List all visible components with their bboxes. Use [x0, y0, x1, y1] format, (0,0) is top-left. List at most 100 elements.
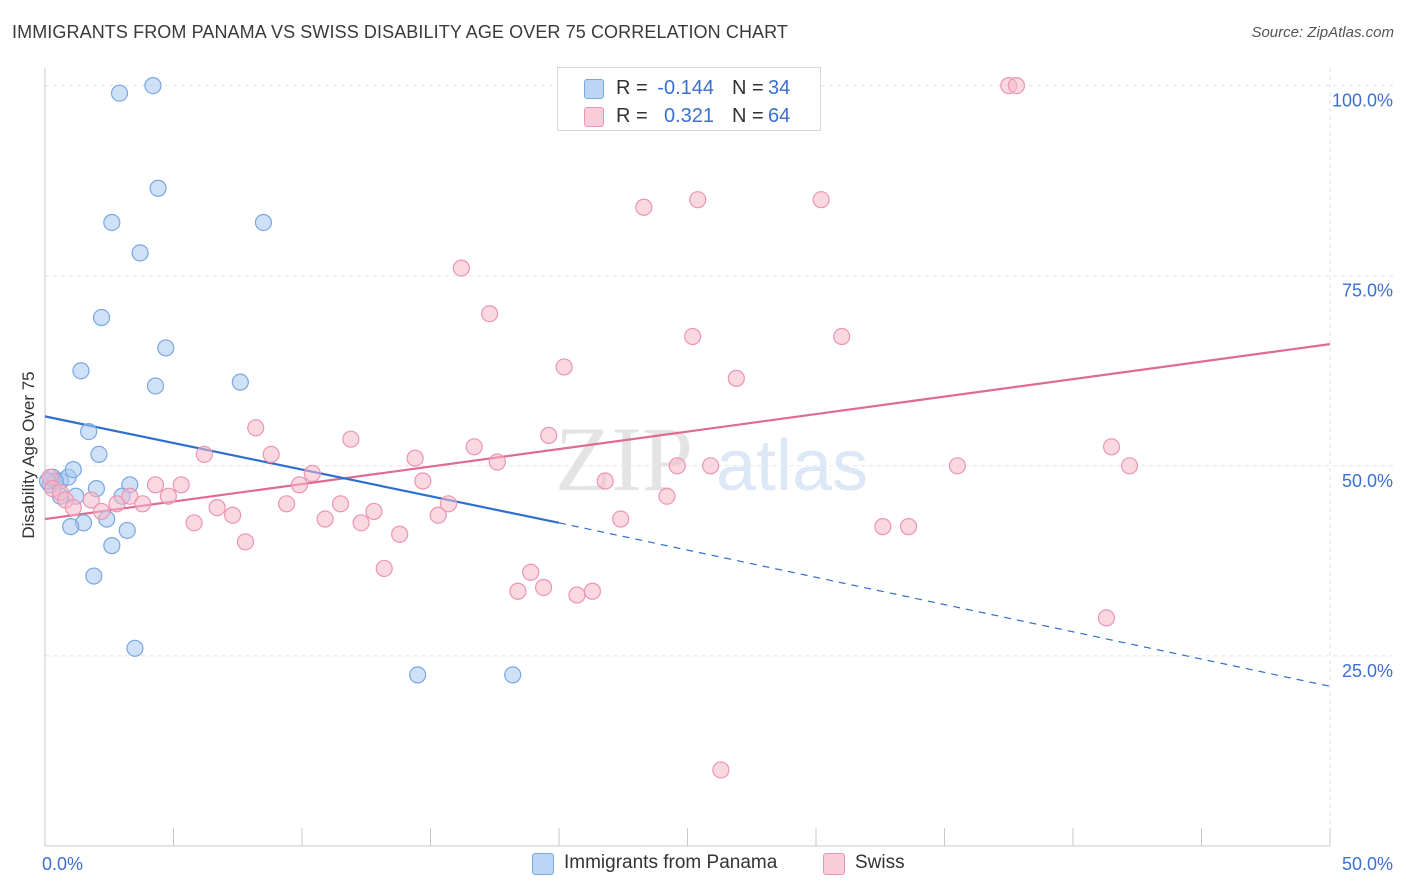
panama-point	[64, 461, 82, 479]
swiss-swatch	[584, 107, 604, 127]
panama-legend-swatch	[532, 853, 554, 875]
panama-point	[118, 521, 136, 540]
swiss-point	[224, 506, 242, 524]
swiss-point	[899, 518, 918, 536]
y-axis-label: Disability Age Over 75	[19, 371, 38, 538]
y-tick-label: 25.0%	[1342, 661, 1393, 681]
panama-trend-line	[44, 415, 560, 524]
swiss-point	[352, 514, 370, 532]
swiss-point	[82, 491, 100, 509]
swiss-point	[612, 510, 630, 528]
panama-point	[131, 244, 149, 262]
swiss-point	[185, 514, 203, 532]
swiss-point	[596, 472, 614, 490]
panama-point	[80, 422, 98, 441]
panama-point	[254, 213, 273, 232]
swiss-point	[64, 499, 82, 517]
y-tick-label: 100.0%	[1332, 91, 1393, 111]
source-label: Source: ZipAtlas.com	[1251, 24, 1394, 41]
swiss-point	[812, 191, 830, 209]
watermark-atlas: atlas	[716, 426, 868, 506]
swiss-point	[488, 453, 506, 471]
swiss-point	[342, 430, 360, 448]
panama-point	[409, 666, 427, 684]
swiss-point	[534, 578, 553, 597]
swiss-point	[208, 499, 226, 517]
panama-point	[126, 639, 144, 657]
tick-labels: 25.0% 50.0% 75.0% 100.0% 0.0% 50.0%	[42, 91, 1393, 874]
swiss-point	[1097, 609, 1116, 627]
stats-legend: R = -0.144 N = 34 R = 0.321 N = 64	[557, 67, 821, 131]
swiss-point	[712, 761, 730, 779]
panama-trend-extension	[558, 522, 1331, 687]
data-points	[38, 77, 1139, 779]
swiss-point	[465, 438, 483, 456]
swiss-point	[555, 358, 573, 376]
panama-point	[149, 179, 167, 197]
panama-point	[110, 84, 129, 102]
swiss-point	[658, 487, 676, 505]
panama-point	[144, 77, 162, 95]
panama-point	[103, 537, 121, 555]
swiss-point	[159, 487, 177, 505]
panama-swatch	[584, 79, 604, 99]
swiss-point	[727, 369, 745, 387]
y-tick-label: 75.0%	[1342, 281, 1393, 301]
swiss-point	[583, 582, 602, 600]
swiss-point	[406, 449, 424, 467]
stats-row-panama: R = -0.144 N = 34	[558, 73, 820, 101]
swiss-point	[481, 305, 499, 323]
legend-label: Swiss	[855, 852, 905, 873]
swiss-point	[1120, 457, 1139, 475]
swiss-point	[277, 495, 296, 513]
panama-point	[504, 666, 522, 684]
r-label: R =	[616, 77, 648, 99]
swiss-point	[668, 457, 686, 475]
n-value: 64	[768, 105, 791, 127]
swiss-point	[874, 518, 892, 536]
n-label: N =	[732, 77, 764, 99]
swiss-point	[509, 582, 527, 600]
swiss-point	[429, 506, 447, 524]
panama-point	[72, 362, 90, 380]
swiss-point	[833, 327, 851, 346]
swiss-point	[316, 510, 334, 528]
panama-point	[62, 518, 80, 536]
stats-row-swiss: R = 0.321 N = 64	[558, 101, 820, 129]
swiss-point	[452, 259, 470, 277]
r-value: -0.144	[657, 77, 714, 99]
swiss-point	[146, 476, 165, 494]
axes	[44, 68, 1331, 847]
swiss-point	[134, 495, 152, 513]
swiss-legend-swatch	[823, 853, 845, 875]
n-label: N =	[732, 105, 764, 127]
swiss-trend-line	[44, 343, 1331, 521]
r-label: R =	[616, 105, 648, 127]
swiss-point	[948, 457, 966, 475]
swiss-point	[375, 559, 393, 578]
swiss-point	[247, 419, 265, 437]
swiss-point	[195, 445, 213, 463]
swiss-point	[365, 502, 383, 521]
x-tick-label: 50.0%	[1342, 854, 1393, 874]
swiss-point	[568, 586, 586, 604]
swiss-point	[108, 495, 126, 513]
swiss-point	[290, 476, 309, 494]
swiss-point	[702, 457, 720, 475]
swiss-point	[236, 533, 255, 551]
panama-point	[231, 373, 249, 391]
swiss-point	[635, 198, 653, 216]
swiss-point	[331, 495, 350, 513]
panama-point	[103, 213, 121, 232]
swiss-point	[540, 426, 558, 444]
swiss-point	[262, 445, 280, 463]
swiss-point	[303, 464, 321, 483]
n-value: 34	[768, 77, 791, 99]
swiss-point	[689, 191, 707, 209]
swiss-point	[522, 563, 540, 581]
trend-lines	[44, 343, 1331, 687]
legend-label: Immigrants from Panama	[564, 852, 778, 873]
swiss-point	[172, 476, 190, 494]
panama-point	[90, 445, 108, 463]
